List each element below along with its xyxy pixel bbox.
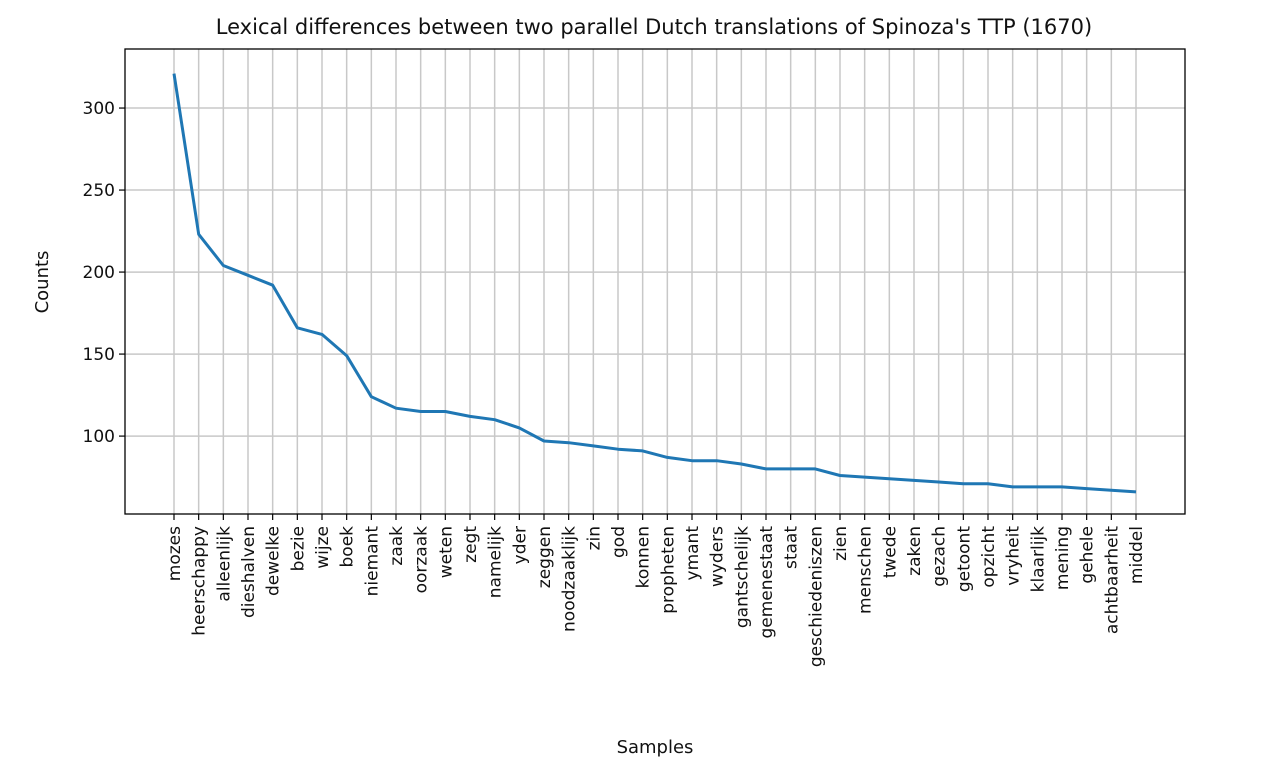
x-tick-label: dieshalven bbox=[239, 526, 259, 618]
x-tick-label: gantschelijk bbox=[732, 526, 752, 628]
plot-frame bbox=[124, 48, 1186, 515]
x-tick-label: vryheit bbox=[1004, 526, 1024, 586]
x-tick-label: gezach bbox=[930, 526, 950, 587]
x-tick-label: opzicht bbox=[979, 526, 999, 588]
x-tick-label: namelijk bbox=[486, 526, 506, 598]
x-tick-label: zien bbox=[831, 526, 851, 561]
x-tick-label: twede bbox=[880, 526, 900, 578]
x-tick-label: ymant bbox=[683, 526, 703, 581]
series-line bbox=[172, 73, 1137, 494]
x-tick-label: zin bbox=[584, 526, 604, 550]
x-tick-label: menschen bbox=[856, 526, 876, 614]
x-tick-label: zaak bbox=[387, 526, 407, 566]
x-tick-label: weten bbox=[436, 526, 456, 578]
x-tick-label: gemenestaat bbox=[757, 526, 777, 639]
x-tick-label: mozes bbox=[165, 526, 185, 581]
y-tick-label: 300 bbox=[83, 99, 115, 119]
x-tick-label: achtbaarheit bbox=[1102, 526, 1122, 634]
x-tick-label: god bbox=[609, 526, 629, 558]
x-tick-label: wijze bbox=[313, 526, 333, 569]
y-tick-label: 250 bbox=[83, 181, 115, 201]
y-axis-label: Counts bbox=[32, 251, 53, 314]
x-tick-label: zegt bbox=[461, 526, 481, 563]
x-tick-label: niemant bbox=[362, 526, 382, 597]
x-tick-label: boek bbox=[338, 526, 358, 568]
x-tick-label: konnen bbox=[634, 526, 654, 588]
y-tick-label: 100 bbox=[83, 427, 115, 447]
x-tick-label: klaarlijk bbox=[1028, 526, 1048, 593]
x-axis-label: Samples bbox=[617, 737, 694, 758]
x-tick-label: getoont bbox=[954, 526, 974, 592]
x-tick-label: zaken bbox=[905, 526, 925, 576]
y-tick-label: 150 bbox=[83, 345, 115, 365]
x-tick-label: zeggen bbox=[535, 526, 555, 588]
chart-title: Lexical differences between two parallel… bbox=[216, 15, 1092, 39]
x-tick-label: geschiedeniszen bbox=[806, 526, 826, 667]
x-tick-label: yder bbox=[510, 526, 530, 564]
x-tick-label: mening bbox=[1053, 526, 1073, 590]
x-tick-label: wyders bbox=[708, 526, 728, 587]
x-tick-label: noodzaaklijk bbox=[560, 526, 580, 632]
x-tick-label: dewelke bbox=[264, 526, 284, 596]
x-tick-label: staat bbox=[782, 526, 802, 569]
x-tick-label: heerschappy bbox=[190, 526, 210, 636]
x-tick-label: propheten bbox=[658, 526, 678, 614]
y-tick-label: 200 bbox=[83, 263, 115, 283]
x-tick-label: middel bbox=[1127, 526, 1147, 584]
x-tick-label: gehele bbox=[1078, 526, 1098, 584]
x-tick-label: bezie bbox=[288, 526, 308, 571]
x-tick-label: oorzaak bbox=[412, 526, 432, 594]
x-tick-label: alleenlijk bbox=[214, 526, 234, 602]
